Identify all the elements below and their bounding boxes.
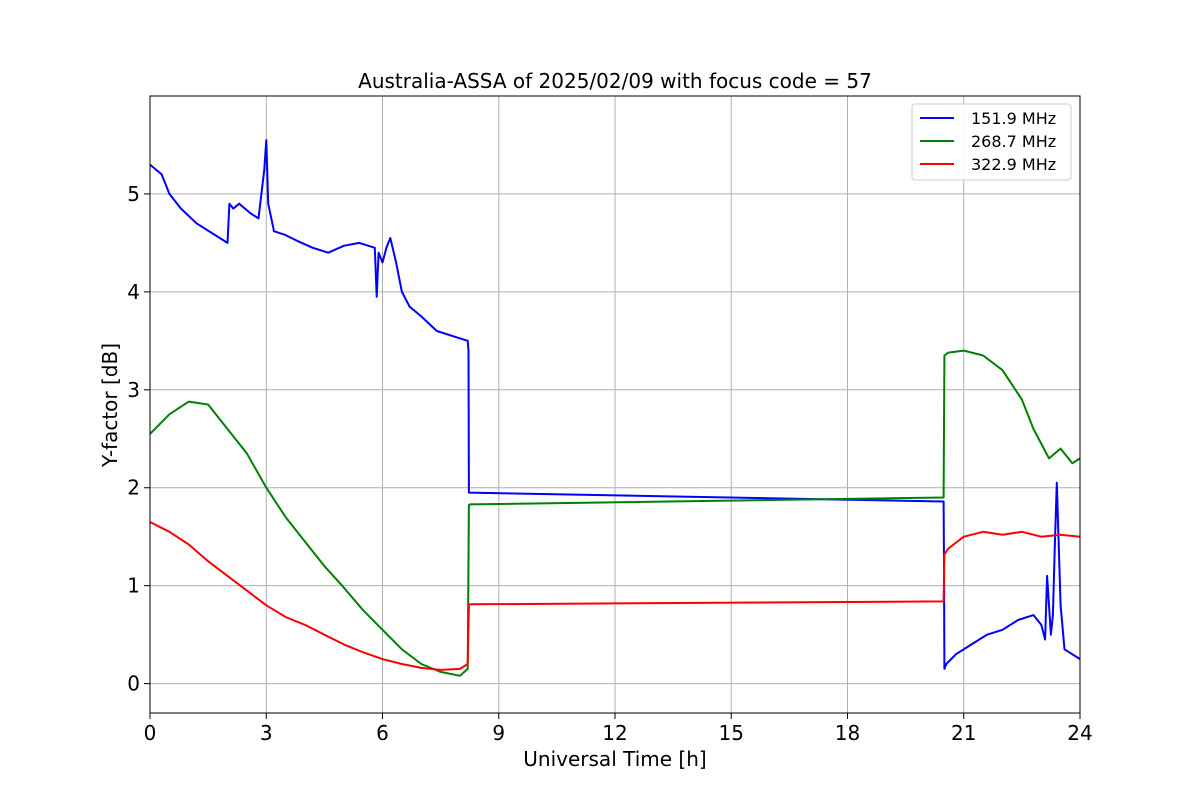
y-axis: 0 1 2 3 4 5 (127, 182, 150, 696)
series-layer (150, 139, 1080, 677)
y-axis-label: Y-factor [dB] (98, 343, 122, 468)
x-tick-label: 24 (1067, 721, 1092, 745)
x-tick-label: 0 (144, 721, 157, 745)
series-line-3 (150, 521, 1080, 671)
x-tick-label: 18 (835, 721, 860, 745)
y-tick-label: 5 (127, 182, 140, 206)
x-tick-label: 15 (719, 721, 744, 745)
y-tick-label: 0 (127, 672, 140, 696)
chart-title: Australia-ASSA of 2025/02/09 with focus … (358, 69, 872, 93)
y-tick-label: 3 (127, 378, 140, 402)
legend-box (911, 103, 1072, 181)
y-tick-label: 4 (127, 280, 140, 304)
y-tick-label: 2 (127, 476, 140, 500)
x-tick-label: 6 (376, 721, 389, 745)
legend-label: 268.7 MHz (971, 132, 1056, 151)
x-tick-label: 9 (492, 721, 505, 745)
x-tick-label: 12 (602, 721, 627, 745)
x-tick-label: 3 (260, 721, 273, 745)
legend: 151.9 MHz 268.7 MHz 322.9 MHz (911, 103, 1072, 181)
x-axis: 0 3 6 9 12 15 18 21 24 (144, 713, 1093, 745)
x-axis-label: Universal Time [h] (523, 747, 706, 771)
y-tick-label: 1 (127, 574, 140, 598)
legend-label: 322.9 MHz (971, 155, 1056, 174)
series-line-1 (150, 139, 1080, 670)
x-tick-label: 21 (951, 721, 976, 745)
legend-label: 151.9 MHz (971, 109, 1056, 128)
series-line-2 (150, 349, 1080, 677)
